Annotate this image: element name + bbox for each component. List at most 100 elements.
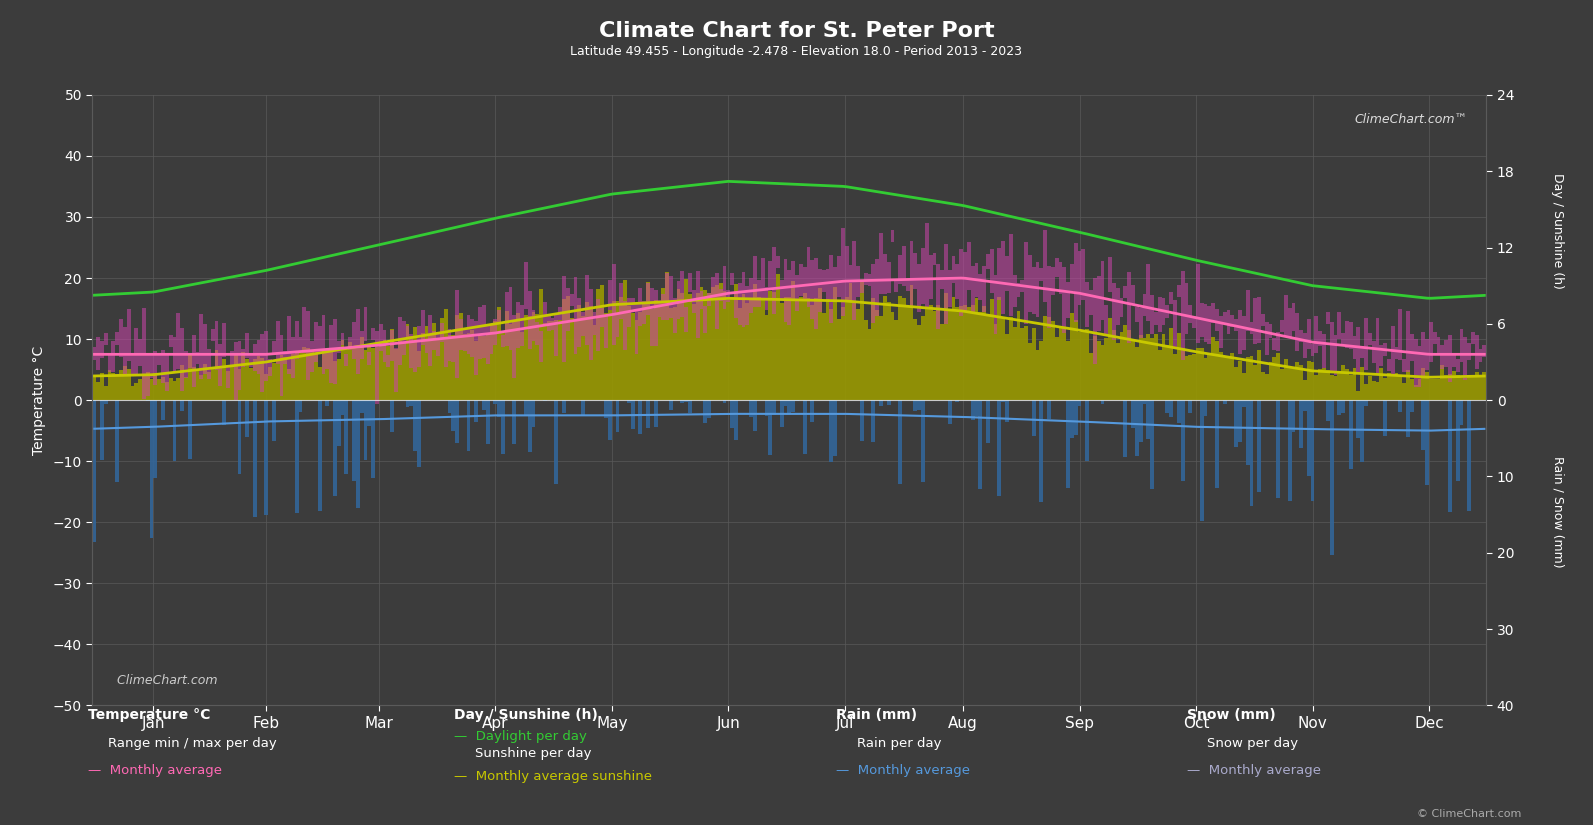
- Bar: [822, 270, 825, 291]
- Bar: [554, 320, 558, 400]
- Bar: [1356, 400, 1360, 438]
- Bar: [1153, 334, 1158, 400]
- Bar: [970, 400, 975, 420]
- Bar: [268, 359, 272, 376]
- Bar: [849, 265, 852, 301]
- Bar: [1388, 359, 1391, 371]
- Bar: [134, 328, 139, 376]
- Bar: [879, 316, 883, 400]
- Bar: [940, 270, 945, 290]
- Bar: [822, 313, 825, 400]
- Bar: [1375, 318, 1380, 374]
- Bar: [368, 344, 371, 400]
- Bar: [1311, 344, 1314, 356]
- Bar: [390, 329, 393, 400]
- Bar: [139, 339, 142, 365]
- Bar: [241, 349, 245, 366]
- Bar: [781, 303, 784, 400]
- Bar: [1478, 376, 1483, 400]
- Bar: [314, 354, 317, 400]
- Bar: [833, 400, 836, 456]
- Bar: [989, 249, 994, 293]
- Bar: [688, 294, 691, 400]
- Bar: [841, 229, 844, 316]
- Bar: [798, 297, 803, 400]
- Bar: [1207, 354, 1211, 400]
- Bar: [264, 332, 268, 380]
- Bar: [330, 324, 333, 383]
- Bar: [948, 400, 951, 424]
- Bar: [1413, 385, 1418, 400]
- Bar: [691, 304, 696, 400]
- Bar: [1243, 316, 1246, 351]
- Bar: [817, 288, 822, 400]
- Bar: [177, 378, 180, 400]
- Bar: [1235, 400, 1238, 447]
- Bar: [352, 322, 355, 360]
- Bar: [382, 340, 387, 400]
- Bar: [913, 252, 918, 289]
- Bar: [1142, 338, 1147, 400]
- Bar: [937, 264, 940, 328]
- Bar: [1147, 265, 1150, 321]
- Bar: [1123, 400, 1128, 457]
- Bar: [1349, 375, 1352, 400]
- Bar: [524, 262, 527, 309]
- Bar: [241, 351, 245, 400]
- Bar: [669, 276, 672, 318]
- Bar: [975, 262, 978, 298]
- Bar: [604, 313, 609, 400]
- Bar: [325, 350, 330, 400]
- Bar: [425, 326, 429, 400]
- Bar: [502, 400, 505, 455]
- Bar: [448, 329, 451, 361]
- Bar: [532, 312, 535, 400]
- Bar: [910, 285, 913, 400]
- Bar: [666, 272, 669, 400]
- Bar: [352, 400, 355, 481]
- Bar: [287, 316, 292, 375]
- Bar: [1295, 313, 1300, 351]
- Bar: [272, 362, 276, 400]
- Bar: [1276, 353, 1281, 400]
- Bar: [1451, 356, 1456, 367]
- Bar: [1043, 230, 1047, 302]
- Bar: [464, 329, 467, 351]
- Bar: [890, 312, 894, 400]
- Bar: [975, 298, 978, 400]
- Bar: [1150, 400, 1153, 489]
- Text: Range min / max per day: Range min / max per day: [108, 738, 277, 751]
- Bar: [306, 348, 311, 400]
- Bar: [245, 359, 249, 400]
- Bar: [142, 375, 147, 400]
- Bar: [628, 306, 631, 400]
- Bar: [792, 261, 795, 300]
- Bar: [1273, 338, 1276, 351]
- Bar: [577, 304, 581, 400]
- Bar: [1134, 400, 1139, 455]
- Bar: [237, 400, 241, 474]
- Bar: [906, 308, 910, 400]
- Bar: [341, 400, 344, 415]
- Bar: [161, 400, 166, 421]
- Bar: [295, 400, 298, 512]
- Bar: [871, 264, 875, 323]
- Bar: [589, 289, 593, 360]
- Bar: [642, 304, 647, 400]
- Bar: [940, 323, 945, 400]
- Bar: [1407, 311, 1410, 371]
- Bar: [1470, 332, 1475, 344]
- Bar: [926, 223, 929, 308]
- Bar: [1185, 356, 1188, 400]
- Bar: [921, 316, 926, 400]
- Bar: [478, 307, 483, 360]
- Bar: [776, 256, 781, 268]
- Bar: [1273, 357, 1276, 400]
- Bar: [1325, 370, 1330, 400]
- Bar: [634, 303, 639, 354]
- Bar: [1223, 313, 1227, 324]
- Bar: [502, 333, 505, 400]
- Bar: [715, 273, 718, 329]
- Bar: [96, 337, 100, 370]
- Bar: [207, 372, 210, 400]
